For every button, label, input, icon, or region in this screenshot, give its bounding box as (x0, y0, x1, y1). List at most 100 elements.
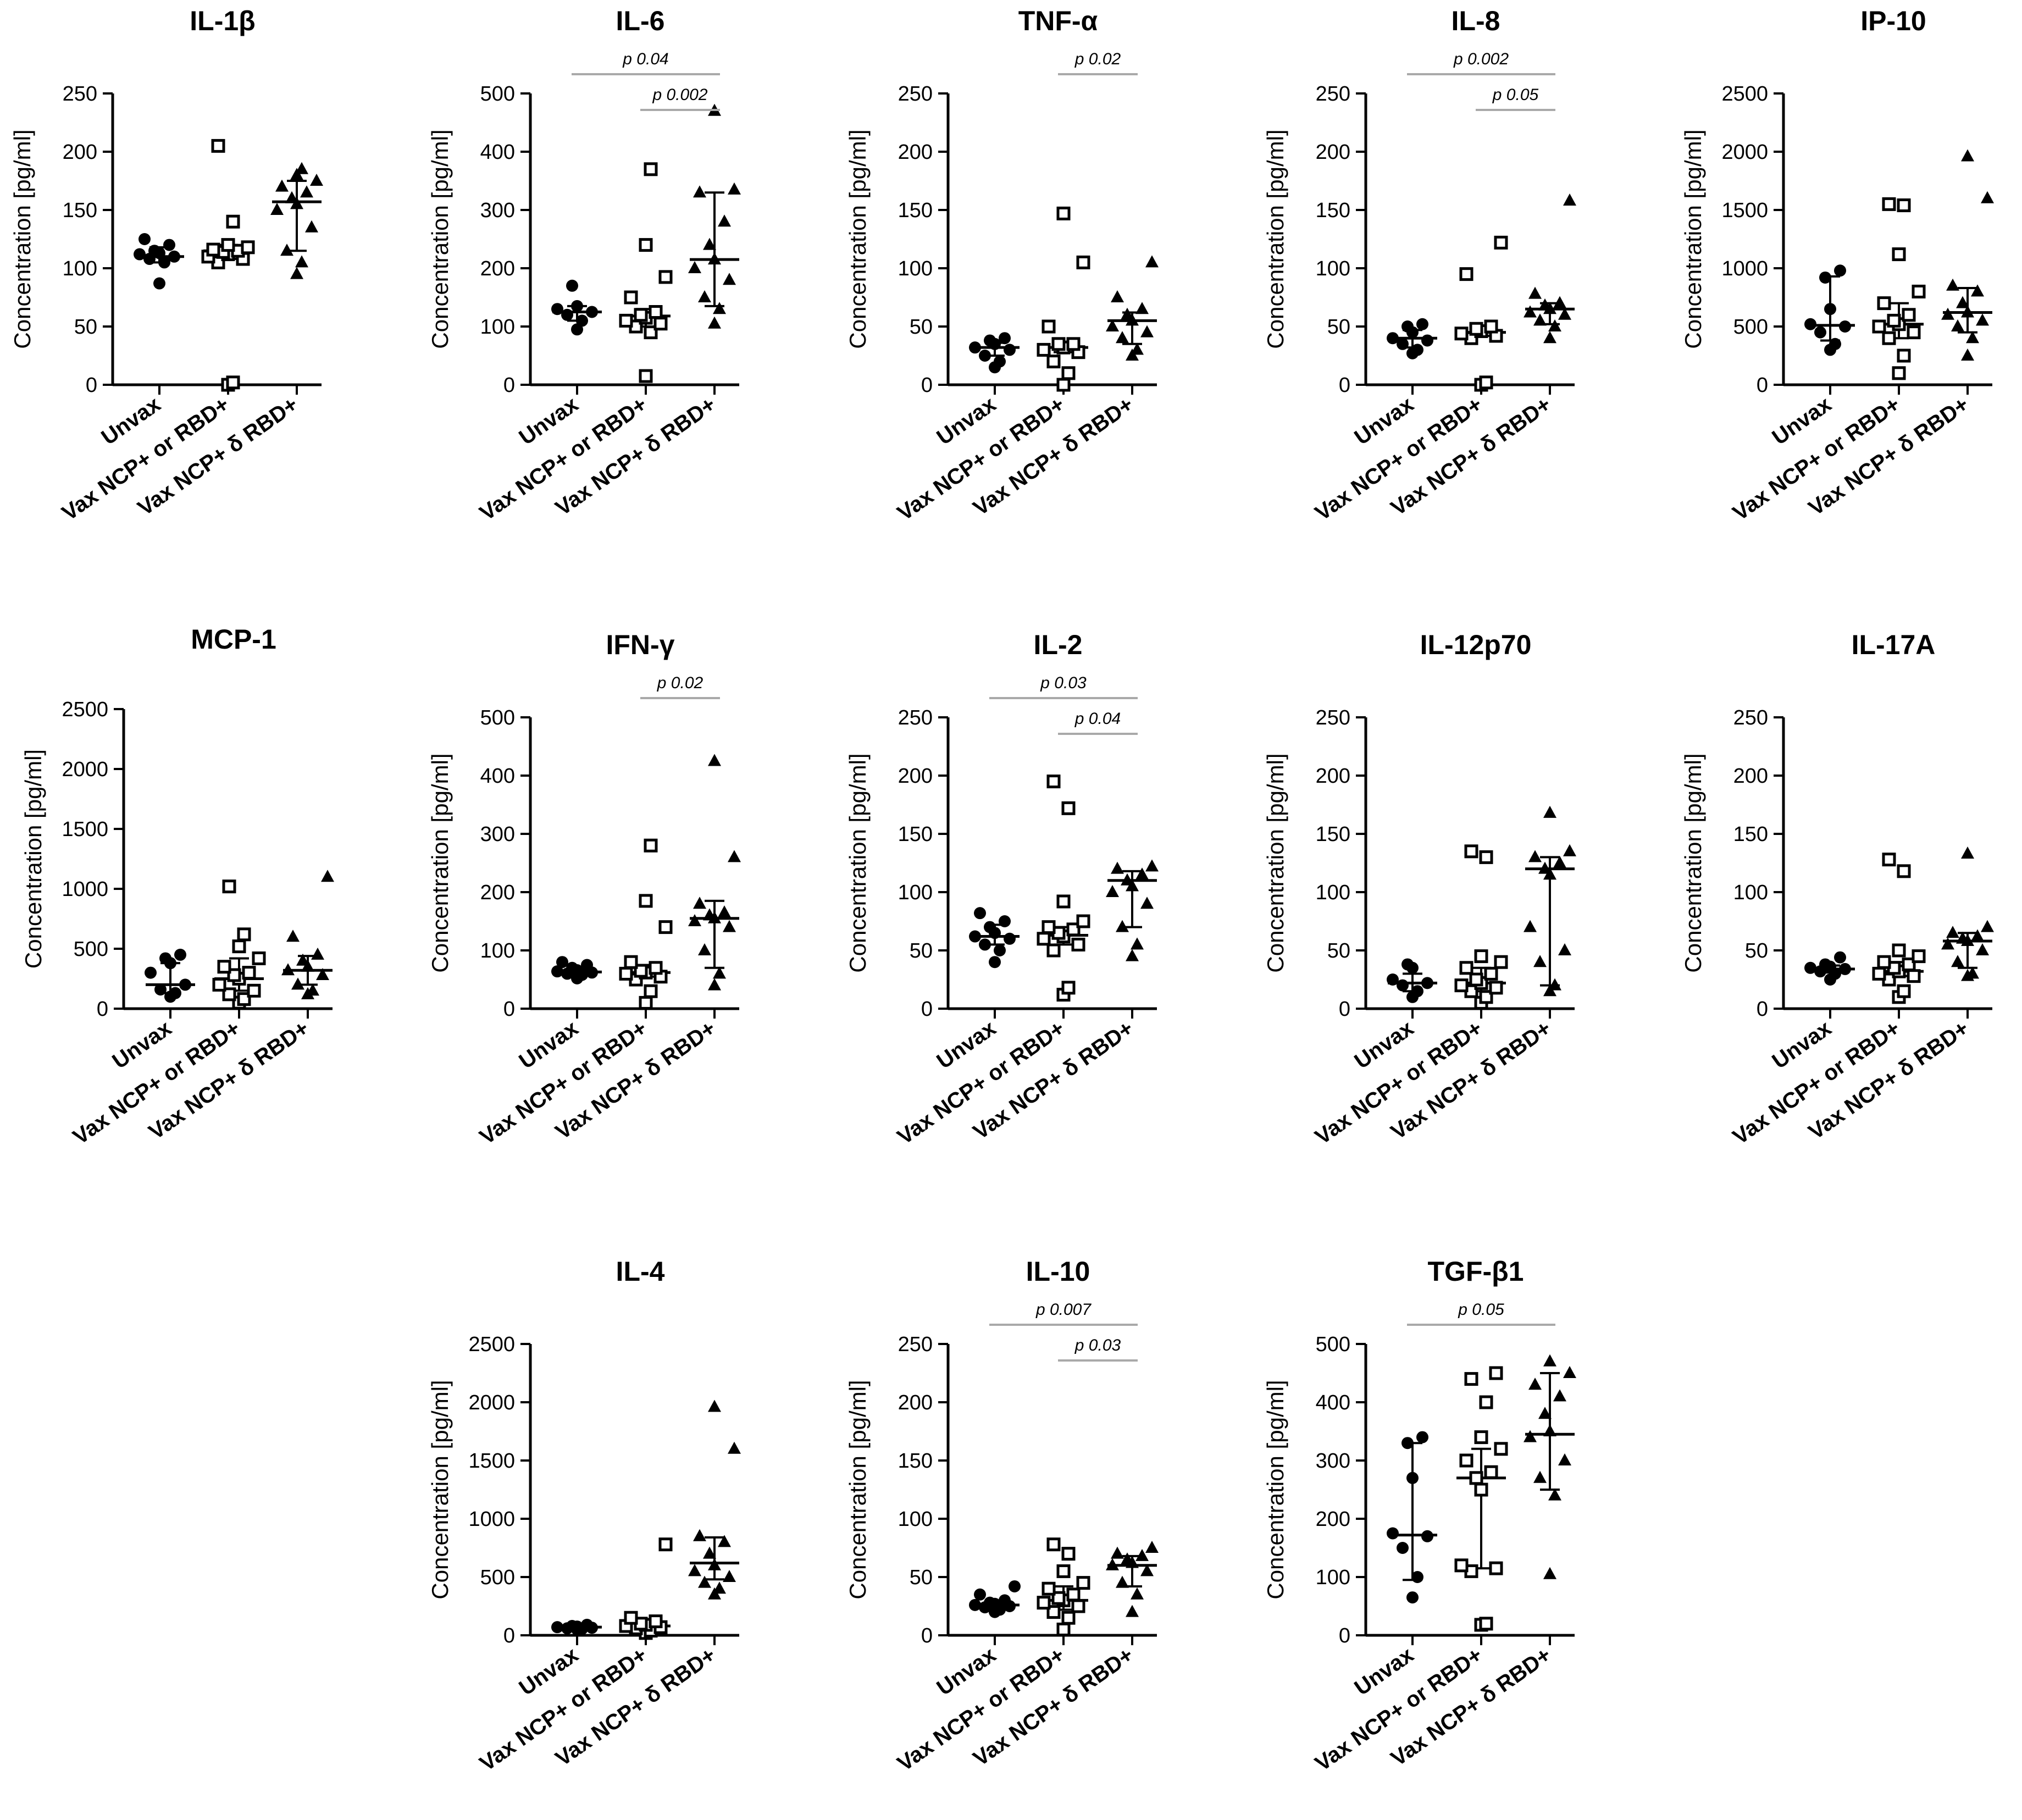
data-point (1061, 1547, 1076, 1561)
data-point (1071, 1599, 1085, 1613)
data-point (1106, 1558, 1119, 1570)
y-tick-label: 200 (63, 141, 97, 164)
data-point (1489, 1366, 1503, 1380)
p-value-label: p 0.03 (1040, 674, 1087, 692)
data-point (154, 983, 167, 996)
chart-title: IL-8 (1452, 5, 1500, 36)
data-point (1892, 247, 1906, 262)
y-tick-label: 100 (1316, 881, 1350, 904)
data-point (586, 306, 598, 318)
data-point (247, 983, 261, 998)
data-point (639, 369, 653, 383)
y-tick-label: 200 (898, 141, 933, 164)
data-point (969, 1598, 981, 1611)
data-point (1558, 943, 1571, 955)
data-point (1563, 844, 1576, 856)
panel-11: IL-10 0 50 100 150 200 250 Concentration [pg/ml… (845, 1256, 1159, 1776)
data-point (321, 870, 334, 882)
y-axis-label: Concentration [pg/ml] (1680, 753, 1706, 972)
data-point (1474, 949, 1488, 964)
data-point (1961, 847, 1974, 859)
y-tick-label: 150 (898, 823, 933, 846)
y-tick-label: 250 (1733, 706, 1768, 729)
data-point (241, 240, 255, 255)
y-axis-label: Concentration [pg/ml] (1262, 129, 1288, 348)
data-point (134, 248, 146, 261)
data-point (658, 270, 673, 284)
data-point (1459, 267, 1473, 281)
data-point (179, 978, 191, 991)
data-point (1882, 197, 1896, 211)
data-point (649, 1614, 663, 1629)
data-point (1454, 327, 1469, 341)
panel-3: IL-8 0 50 100 150 200 250 Concentration [pg/ml]… (1262, 5, 1576, 525)
data-point (1533, 955, 1547, 967)
data-point (270, 203, 284, 215)
data-point (1494, 955, 1508, 969)
data-point (551, 303, 563, 316)
data-point (1897, 198, 1911, 213)
data-point (1121, 1552, 1134, 1565)
data-point (693, 1529, 706, 1541)
panel-5: MCP-1 0 500 1000 1500 2000 2500 Concentration [… (20, 624, 334, 1149)
data-point (1140, 897, 1154, 909)
y-tick-label: 150 (898, 1450, 933, 1473)
data-point (1459, 961, 1473, 975)
data-point (1484, 1465, 1498, 1479)
data-point (1548, 1488, 1561, 1501)
data-point (1484, 966, 1498, 981)
data-point (639, 995, 653, 1010)
data-point (728, 850, 741, 862)
data-point (1145, 255, 1159, 268)
data-point (1887, 313, 1901, 328)
data-point (1416, 318, 1428, 330)
data-point (1061, 801, 1076, 815)
data-point (1121, 873, 1134, 886)
data-point (561, 308, 573, 321)
y-tick-label: 100 (898, 257, 933, 280)
data-point (1046, 1605, 1061, 1619)
data-point (723, 1570, 736, 1582)
data-point (1459, 1453, 1473, 1468)
data-point (1961, 149, 1974, 162)
data-point (969, 930, 981, 943)
data-point (1116, 920, 1129, 932)
y-tick-label: 200 (1733, 765, 1768, 788)
data-point (1479, 990, 1493, 1004)
data-point (581, 1618, 593, 1631)
data-point (1966, 331, 1979, 344)
data-point (658, 920, 673, 934)
y-tick-label: 0 (503, 1624, 515, 1647)
data-point (285, 191, 298, 203)
data-point (551, 965, 563, 978)
y-tick-label: 150 (1316, 199, 1350, 222)
panel-0: IL-1β 0 50 100 150 200 250 Concentration [pg/ml… (9, 5, 323, 525)
data-point (1951, 955, 1964, 967)
panel-12: TGF-β1 0 100 200 300 400 500 Concentration [pg/… (1262, 1256, 1576, 1776)
data-point (688, 1564, 701, 1576)
data-point (1892, 943, 1906, 958)
data-point (1066, 922, 1081, 937)
p-value-label: p 0.03 (1074, 1336, 1121, 1354)
data-point (1882, 853, 1896, 867)
y-tick-label: 200 (898, 1391, 933, 1414)
data-point (159, 952, 171, 965)
data-point (1484, 319, 1498, 334)
data-point (295, 162, 308, 174)
panel-9: IL-17A 0 50 100 150 200 250 Concentration [pg/m… (1680, 629, 1994, 1149)
chart-title: IL-17A (1852, 629, 1936, 660)
data-point (1140, 325, 1154, 338)
data-point (1111, 290, 1124, 302)
data-point (999, 915, 1011, 927)
data-point (1111, 1546, 1124, 1559)
data-point (1553, 1389, 1566, 1402)
data-point (212, 977, 226, 992)
data-point (226, 375, 240, 390)
data-point (634, 964, 648, 978)
data-point (984, 334, 996, 347)
data-point (1897, 348, 1911, 363)
data-point (728, 182, 741, 195)
y-tick-label: 300 (480, 199, 515, 222)
y-tick-label: 200 (480, 257, 515, 280)
data-point (1819, 271, 1831, 284)
